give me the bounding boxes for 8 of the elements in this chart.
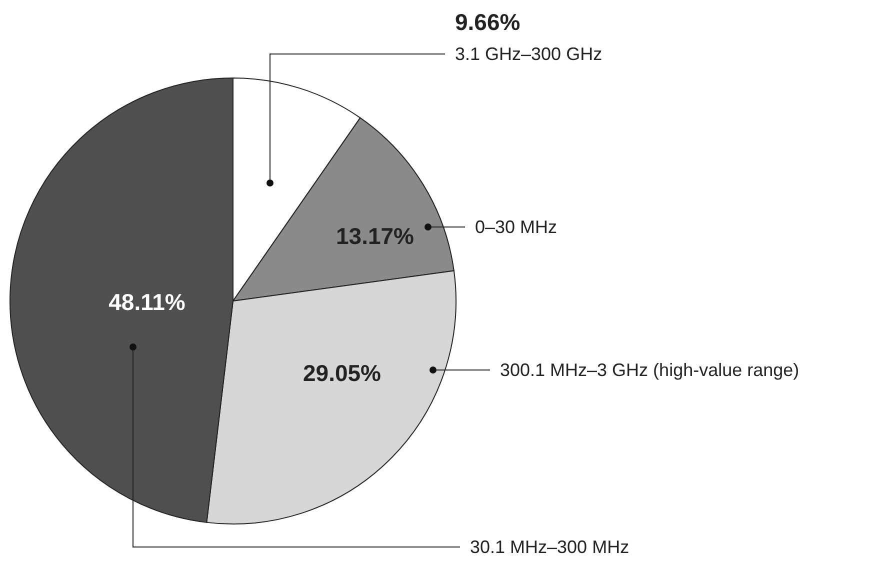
data-label: 9.66% [455, 9, 520, 35]
data-label: 13.17% [336, 223, 414, 249]
slice-label: 30.1 MHz–300 MHz [470, 537, 630, 557]
slice-label: 300.1 MHz–3 GHz (high-value range) [500, 360, 800, 380]
data-label: 48.11% [108, 289, 186, 315]
data-label: 29.05% [302, 360, 382, 386]
slice-label: 0–30 MHz [475, 217, 558, 237]
slice-label: 3.1 GHz–300 GHz [455, 44, 602, 64]
